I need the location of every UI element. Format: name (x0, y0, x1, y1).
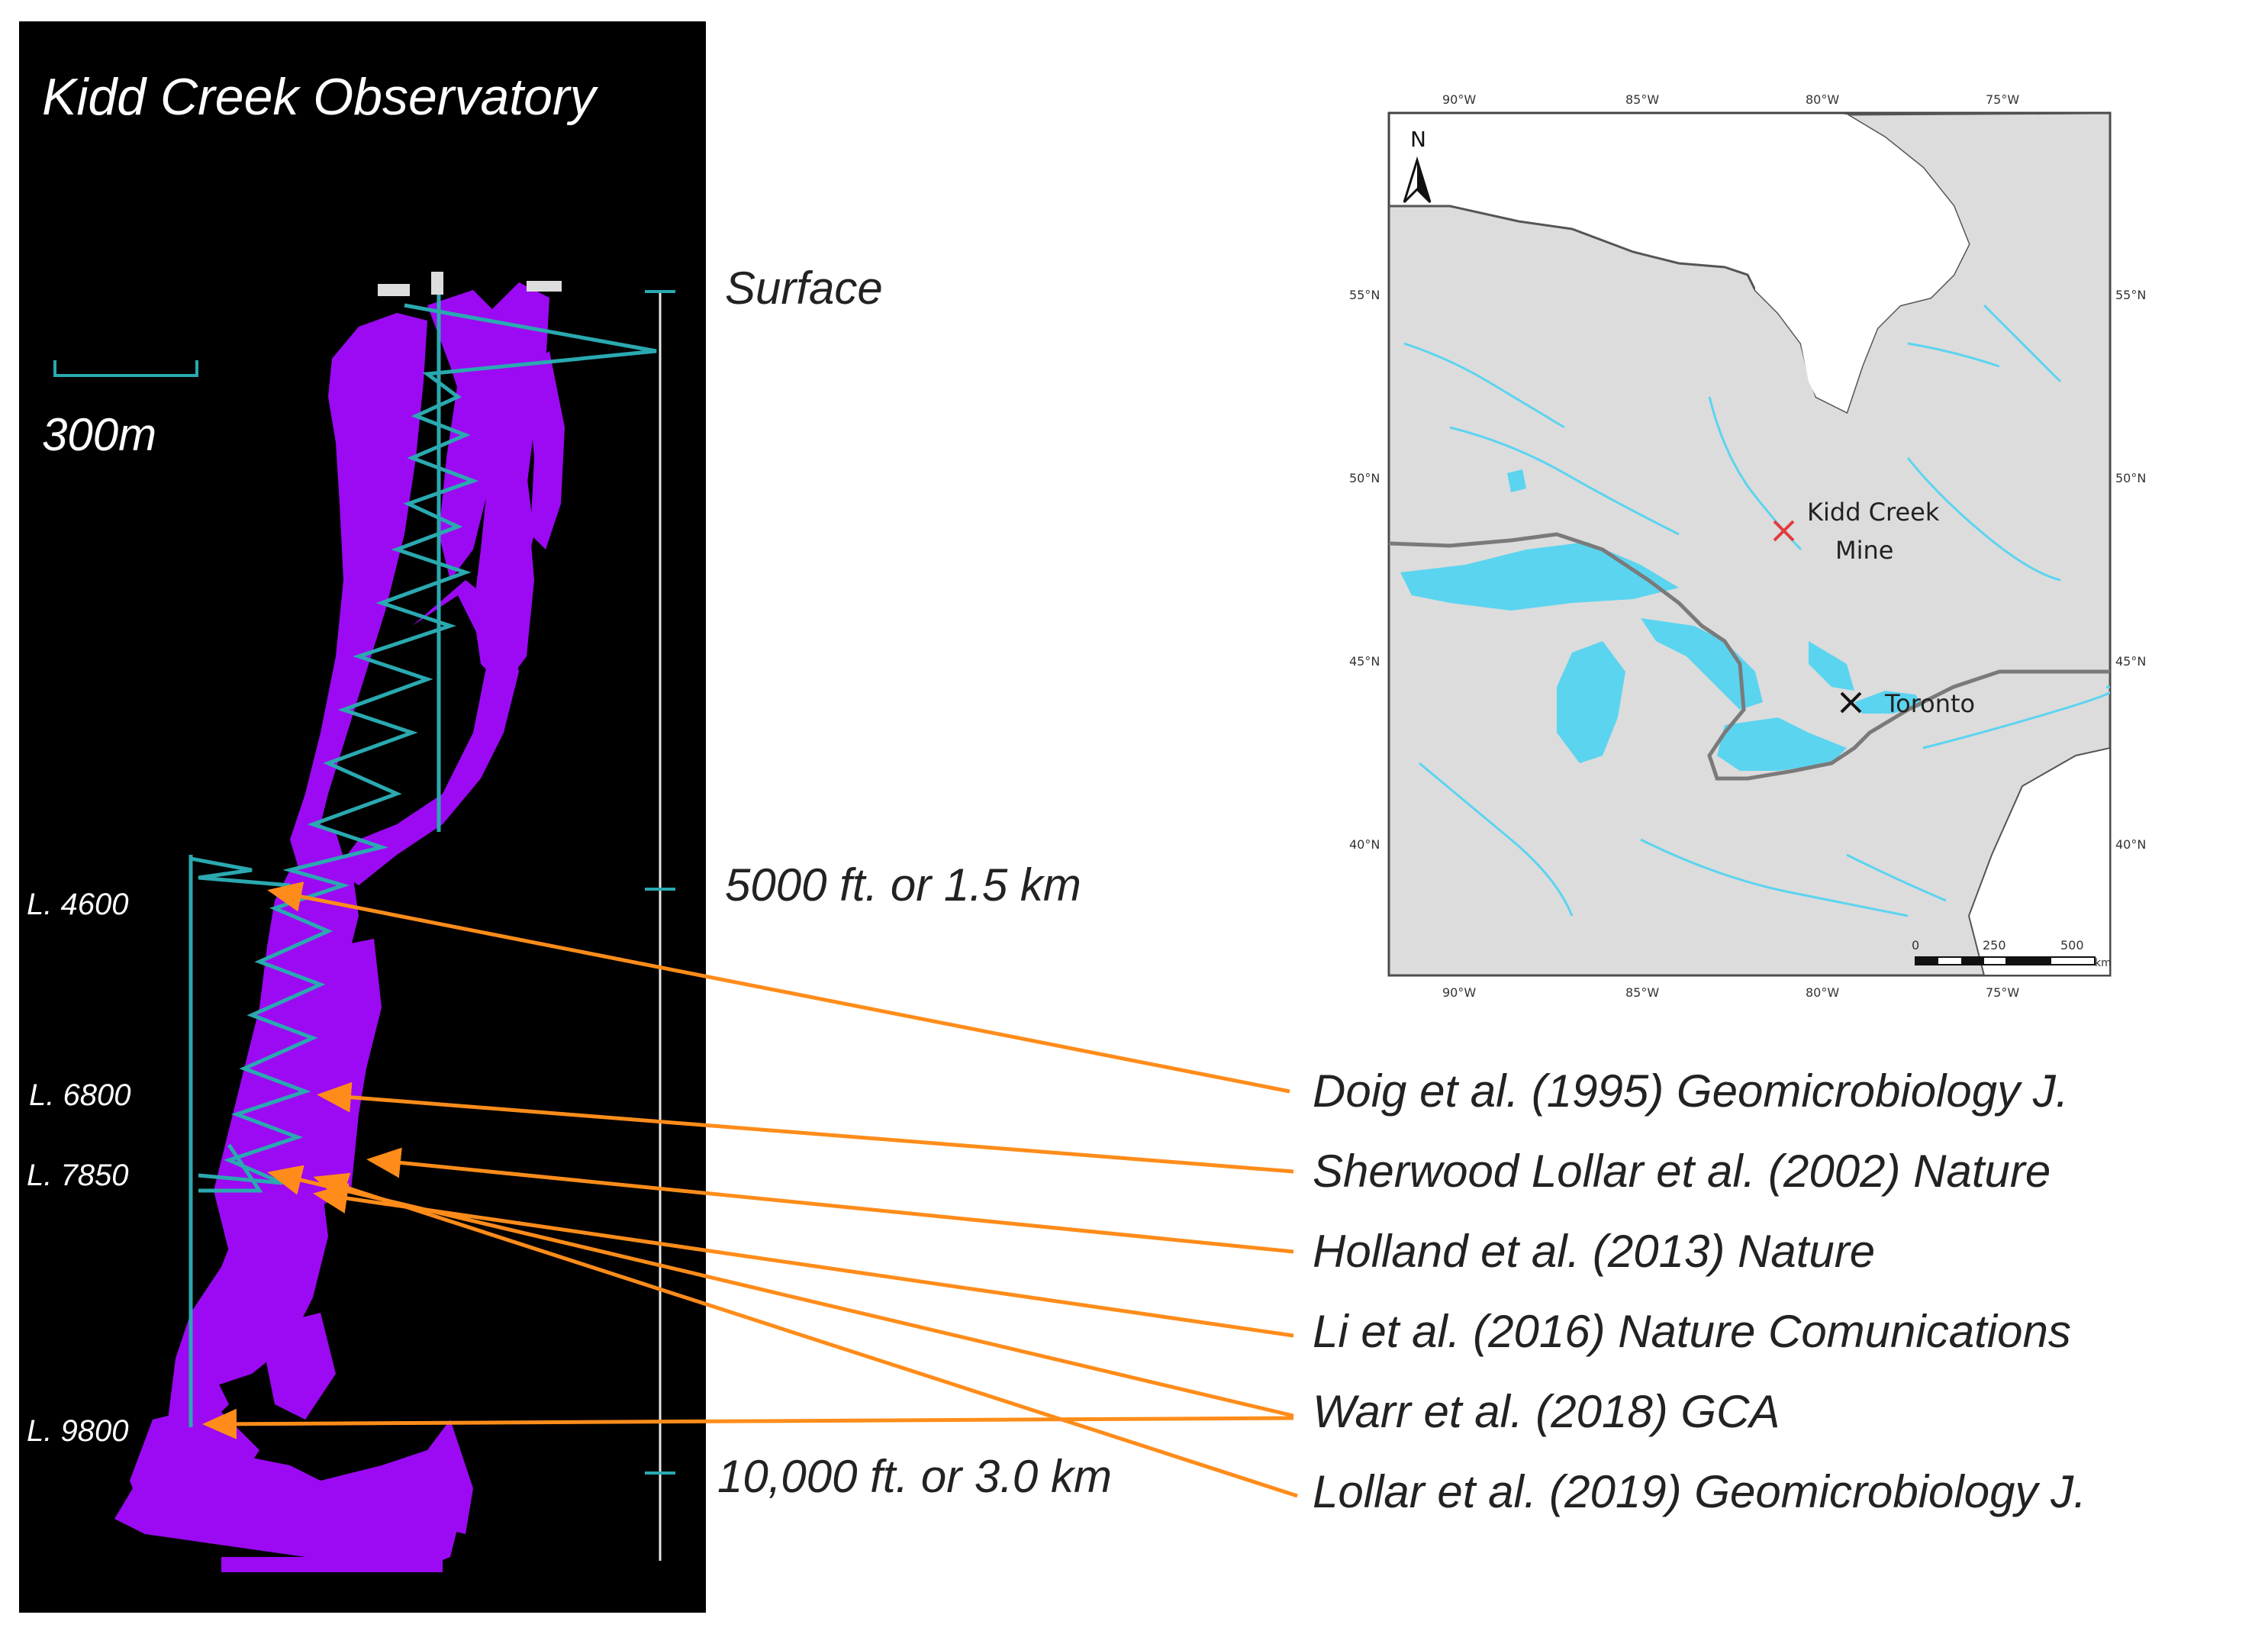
level-label-4600: L. 4600 (27, 888, 128, 921)
svg-text:90°W: 90°W (1442, 92, 1476, 107)
great-lakes (1400, 469, 1923, 771)
level-label-6800: L. 6800 (29, 1078, 130, 1112)
scale-bar-label: 300m (42, 409, 156, 460)
svg-text:90°W: 90°W (1442, 985, 1476, 1000)
observatory-panel: Kidd Creek Observatory 300m L. 4600 L. 6… (19, 21, 706, 1613)
svg-text:40°N: 40°N (2115, 837, 2146, 852)
reference-item: Sherwood Lollar et al. (2002) Nature (1313, 1146, 2051, 1197)
map-scale-bar: 0 250 500 km (1912, 938, 2112, 969)
arrow-doig (267, 882, 1290, 1094)
svg-text:45°N: 45°N (1349, 654, 1380, 669)
longitude-labels-bottom: 90°W 85°W 80°W 75°W (1442, 985, 2019, 1000)
svg-text:50°N: 50°N (1349, 471, 1380, 485)
svg-text:500: 500 (2060, 938, 2084, 952)
arrow-li (313, 1183, 1294, 1338)
arrow-warr-2 (202, 1408, 1294, 1439)
reference-item: Warr et al. (2018) GCA (1313, 1386, 1780, 1437)
latitude-labels-left: 55°N 50°N 45°N 40°N (1349, 288, 1380, 852)
svg-text:40°N: 40°N (1349, 837, 1380, 852)
level-label-9800: L. 9800 (27, 1414, 128, 1448)
tunnel-network (188, 290, 657, 1427)
depth-ticks (645, 290, 675, 1475)
arrow-warr-1 (267, 1165, 1294, 1418)
headframe-icons (378, 272, 562, 296)
north-arrow-icon: N (1403, 127, 1432, 204)
reference-item: Li et al. (2016) Nature Comunications (1313, 1306, 2071, 1357)
longitude-labels-top: 90°W 85°W 80°W 75°W (1442, 92, 2019, 107)
toronto-label: Toronto (1884, 689, 1975, 718)
reference-list: Doig et al. (1995) Geomicrobiology J. Sh… (1313, 1065, 2086, 1517)
svg-text:80°W: 80°W (1806, 985, 1839, 1000)
kidd-creek-label: Kidd Creek (1807, 498, 1940, 527)
kidd-creek-marker (1773, 520, 1795, 542)
depth-label-deep: 10,000 ft. or 3.0 km (717, 1451, 1112, 1502)
arrow-holland (366, 1147, 1294, 1254)
svg-text:km: km (2095, 957, 2112, 969)
arrow-lollar (313, 1172, 1298, 1498)
level-label-7850: L. 7850 (27, 1159, 128, 1192)
location-map: Kidd Creek Mine Toronto N 90°W 85°W 80°W… (1349, 92, 2146, 1000)
toronto-marker (1840, 691, 1862, 714)
svg-text:75°W: 75°W (1986, 92, 2019, 107)
scale-bar (53, 360, 198, 377)
reference-item: Lollar et al. (2019) Geomicrobiology J. (1313, 1466, 2086, 1517)
svg-text:55°N: 55°N (1349, 288, 1380, 302)
canada-us-border (1389, 532, 2110, 781)
svg-text:45°N: 45°N (2115, 654, 2146, 669)
svg-text:85°W: 85°W (1625, 92, 1659, 107)
svg-text:250: 250 (1983, 938, 2006, 952)
depth-label-surface: Surface (725, 263, 883, 314)
observatory-background (19, 21, 706, 1613)
reference-arrows (202, 882, 1298, 1498)
svg-text:80°W: 80°W (1806, 92, 1839, 107)
arrow-sherwood (317, 1081, 1294, 1174)
latitude-labels-right: 55°N 50°N 45°N 40°N (2115, 288, 2146, 852)
svg-text:50°N: 50°N (2115, 471, 2146, 485)
svg-text:N: N (1410, 127, 1426, 152)
observatory-title: Kidd Creek Observatory (42, 68, 599, 126)
svg-text:55°N: 55°N (2115, 288, 2146, 302)
depth-label-mid: 5000 ft. or 1.5 km (725, 859, 1081, 911)
reference-item: Holland et al. (2013) Nature (1313, 1226, 1875, 1277)
kidd-creek-label-2: Mine (1835, 536, 1893, 565)
svg-text:85°W: 85°W (1625, 985, 1659, 1000)
reference-item: Doig et al. (1995) Geomicrobiology J. (1313, 1065, 2068, 1117)
svg-text:0: 0 (1912, 938, 1919, 952)
svg-text:75°W: 75°W (1986, 985, 2019, 1000)
